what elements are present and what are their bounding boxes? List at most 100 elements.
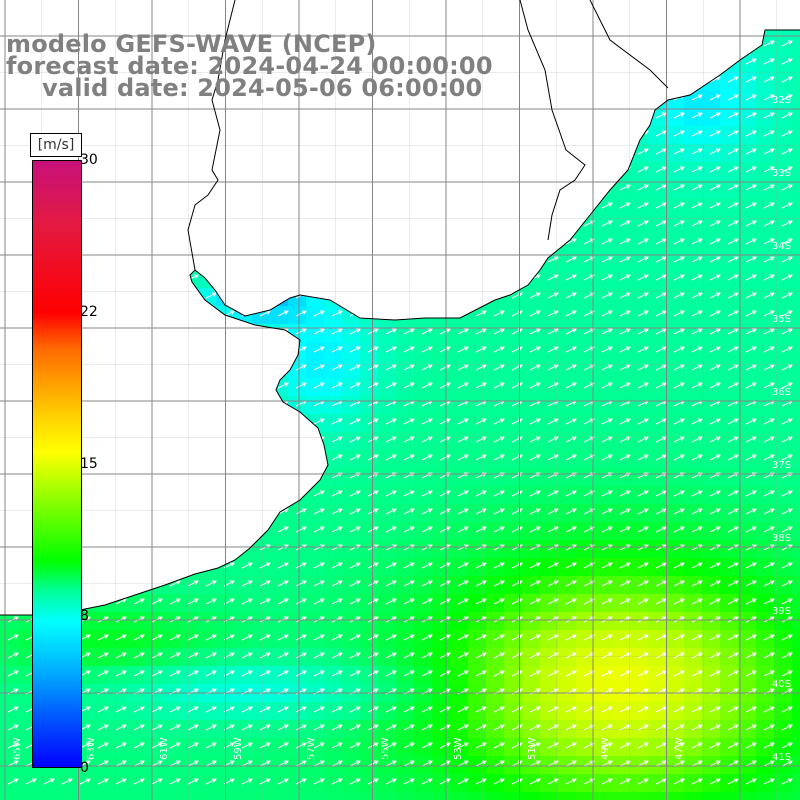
wind-arrow [277,436,289,443]
wind-arrow [313,184,325,191]
wind-arrow [151,184,163,191]
wind-arrow [259,220,271,227]
wind-arrow [493,112,505,119]
wind-cell [378,18,397,37]
wind-arrow [151,418,163,425]
wind-cell [666,54,685,73]
wind-arrow [133,562,145,569]
wind-arrow [169,562,181,569]
wind-arrow [133,202,145,209]
wind-cell [126,414,145,433]
wind-arrow [511,256,523,263]
wind-cell [486,126,505,145]
wind-arrow [313,166,325,173]
wind-cell [792,594,800,613]
wind-cell [198,558,217,577]
wind-arrow [493,220,505,227]
colorbar-tick-8: 8 [80,608,89,624]
wind-cell [432,198,451,217]
wind-cell [612,18,631,37]
wind-arrow [151,166,163,173]
wind-arrow [475,184,487,191]
wind-arrow [349,220,361,227]
wind-cell [594,126,613,145]
wind-arrow [763,22,775,29]
wind-arrow [169,148,181,155]
wind-arrow [601,40,613,47]
wind-arrow [151,130,163,137]
wind-cell [252,180,271,199]
wind-cell [630,792,649,800]
wind-cell [234,432,253,451]
wind-cell [396,126,415,145]
wind-arrow [439,310,451,317]
wind-cell [558,36,577,55]
wind-arrow [295,256,307,263]
wind-cell [234,414,253,433]
wind-cell [540,72,559,91]
wind-arrow [511,130,523,137]
wind-cell [324,126,343,145]
wind-arrow [385,184,397,191]
wind-arrow [133,490,145,497]
wind-cell [162,522,181,541]
wind-arrow [259,4,271,11]
wind-arrow [133,148,145,155]
wind-arrow [781,4,793,11]
wind-cell [234,162,253,181]
wind-arrow [259,22,271,29]
wind-cell [522,180,541,199]
wind-arrow [673,22,685,29]
wind-arrow [25,4,37,11]
wind-arrow [727,4,739,11]
wind-cell [108,450,127,469]
wind-arrow [691,76,703,83]
wind-cell [288,162,307,181]
wind-arrow [241,256,253,263]
wind-arrow [295,184,307,191]
border-line [589,0,669,89]
wind-cell [252,198,271,217]
wind-arrow [475,238,487,245]
wind-arrow [259,256,271,263]
wind-arrow [439,292,451,299]
wind-cell [180,414,199,433]
wind-cell [720,792,739,800]
longitude-label: 47W [673,737,685,760]
longitude-label: 55W [379,737,391,760]
wind-arrow [115,256,127,263]
wind-arrow [439,4,451,11]
wind-cell [252,378,271,397]
wind-arrow [187,382,199,389]
wind-cell [684,792,703,800]
wind-cell [144,162,163,181]
wind-arrow [601,58,613,65]
wind-arrow [115,130,127,137]
wind-cell [144,180,163,199]
wind-arrow [457,220,469,227]
wind-cell [522,198,541,217]
wind-arrow [529,166,541,173]
wind-arrow [529,76,541,83]
wind-arrow [7,238,19,245]
wind-arrow [403,310,415,317]
wind-arrow [511,238,523,245]
wind-arrow [457,148,469,155]
wind-arrow [511,40,523,47]
wind-arrow [7,256,19,263]
wind-cell [540,36,559,55]
wind-cell [180,504,199,523]
wind-arrow [169,292,181,299]
wind-cell [252,360,271,379]
wind-arrow [151,256,163,263]
wind-arrow [403,256,415,263]
wind-arrow [295,112,307,119]
wind-arrow [277,4,289,11]
wind-cell [360,198,379,217]
wind-arrow [565,76,577,83]
wind-arrow [295,238,307,245]
wind-cell [594,54,613,73]
wind-arrow [385,4,397,11]
wind-cell [252,108,271,127]
wind-cell [486,108,505,127]
